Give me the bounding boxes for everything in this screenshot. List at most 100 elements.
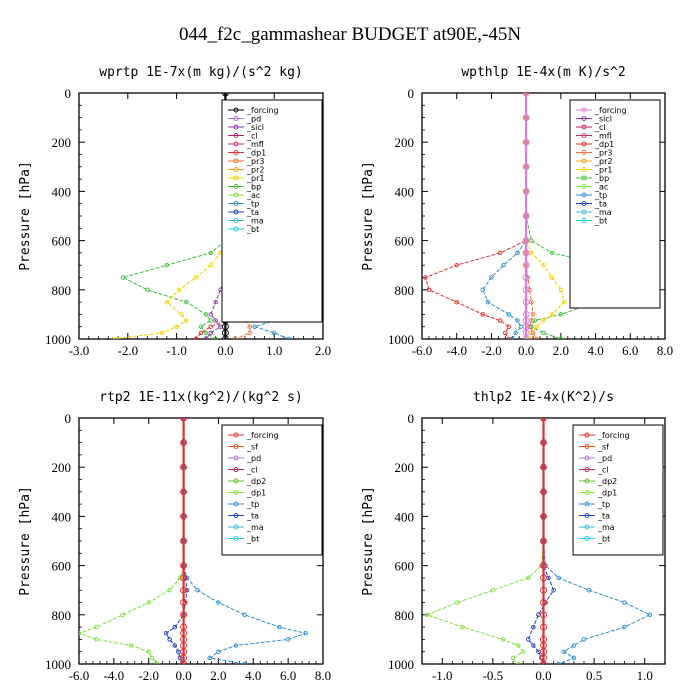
legend-label: _tp	[597, 500, 610, 509]
data-point	[94, 637, 99, 642]
y-tick-label: 200	[395, 135, 415, 150]
data-point	[172, 643, 178, 648]
data-point	[167, 587, 172, 593]
y-tick-label: 1000	[45, 657, 71, 672]
data-point	[549, 312, 555, 317]
panel-title: wpthlp 1E-4x(m K)/s^2	[461, 65, 625, 80]
legend-marker	[233, 133, 239, 138]
x-tick-label: -1.0	[432, 668, 453, 683]
legend-label: _pd	[246, 454, 261, 463]
data-point	[558, 312, 564, 317]
data-point	[581, 637, 587, 642]
x-tick-label: -2.0	[118, 343, 139, 358]
data-point	[503, 330, 508, 336]
y-tick-label: 200	[52, 135, 72, 150]
legend-marker	[233, 201, 239, 206]
data-point	[527, 287, 532, 293]
data-point	[233, 643, 239, 648]
x-tick-label: 8.0	[315, 668, 331, 683]
series-line-pr1	[525, 93, 565, 339]
data-point	[480, 287, 486, 293]
data-point	[285, 637, 291, 642]
legend-label: _bt	[597, 535, 610, 544]
data-point	[208, 312, 214, 317]
y-axis-label: Pressure [hPa]	[18, 161, 33, 271]
data-point	[179, 312, 184, 317]
legend-marker	[581, 218, 587, 223]
legend-label: _pr1	[594, 166, 612, 175]
legend-marker	[233, 209, 239, 215]
legend-marker	[584, 478, 590, 484]
y-tick-label: 800	[395, 608, 415, 623]
data-point	[549, 250, 555, 256]
data-point	[203, 330, 209, 336]
data-point	[558, 287, 564, 293]
legend-marker	[584, 455, 590, 461]
legend-marker	[584, 524, 590, 530]
legend-marker	[581, 175, 587, 181]
data-point	[541, 318, 546, 323]
y-tick-label: 400	[395, 509, 415, 524]
data-point	[556, 575, 561, 581]
y-tick-label: 600	[52, 234, 72, 249]
data-point	[208, 262, 214, 268]
y-tick-label: 400	[52, 509, 72, 524]
data-point	[526, 637, 531, 642]
data-point	[180, 512, 188, 520]
data-point	[180, 562, 188, 570]
y-tick-label: 600	[395, 559, 415, 574]
legend-marker	[233, 192, 239, 198]
data-point	[510, 655, 516, 661]
legend-label: _dp1	[597, 489, 617, 498]
data-point	[180, 418, 188, 422]
data-point	[216, 649, 221, 654]
x-tick-label: -3.0	[69, 343, 90, 358]
data-point	[515, 318, 520, 323]
data-point	[522, 298, 530, 306]
legend-marker	[584, 467, 590, 472]
data-point	[213, 299, 218, 305]
data-point	[94, 624, 99, 630]
series-line-bp	[121, 93, 226, 339]
data-point	[454, 262, 459, 268]
legend-marker	[581, 124, 587, 130]
legend-label: _ac	[594, 183, 608, 192]
legend-marker	[233, 478, 239, 484]
legend-label: _cl	[594, 123, 606, 132]
data-point	[146, 600, 151, 605]
panel-title: rtp2 1E-11x(kg^2)/(kg^2 s)	[99, 390, 303, 405]
data-point	[522, 249, 530, 257]
x-tick-label: -4.0	[446, 343, 467, 358]
x-tick-label: 1.0	[637, 668, 653, 683]
data-point	[497, 318, 503, 323]
data-point	[540, 463, 547, 471]
data-point	[501, 262, 506, 268]
x-tick-label: 2.0	[210, 668, 226, 683]
legend-label: _sf	[246, 443, 258, 452]
data-point	[541, 330, 546, 336]
data-point	[549, 275, 555, 280]
series-line-dp1	[424, 93, 527, 339]
y-tick-label: 0	[65, 411, 72, 426]
data-point	[536, 612, 541, 618]
y-axis-label: Pressure [hPa]	[18, 486, 33, 596]
data-point	[277, 624, 282, 630]
data-point	[149, 655, 155, 661]
data-point	[120, 612, 125, 618]
data-point	[522, 237, 530, 245]
data-point	[522, 261, 530, 269]
series-group	[424, 418, 653, 664]
data-point	[526, 575, 531, 581]
x-tick-label: 0.0	[217, 343, 233, 358]
x-tick-label: 0.0	[518, 343, 534, 358]
x-tick-label: 2.0	[315, 343, 331, 358]
legend-label: _sicl	[246, 123, 264, 132]
data-point	[540, 586, 547, 594]
data-point	[489, 275, 494, 280]
legend-marker	[581, 150, 587, 155]
legend-marker	[584, 432, 590, 438]
legend-label: _dp2	[246, 477, 266, 486]
data-point	[540, 562, 547, 570]
series-line-tp	[482, 93, 527, 339]
y-tick-label: 600	[395, 234, 415, 249]
